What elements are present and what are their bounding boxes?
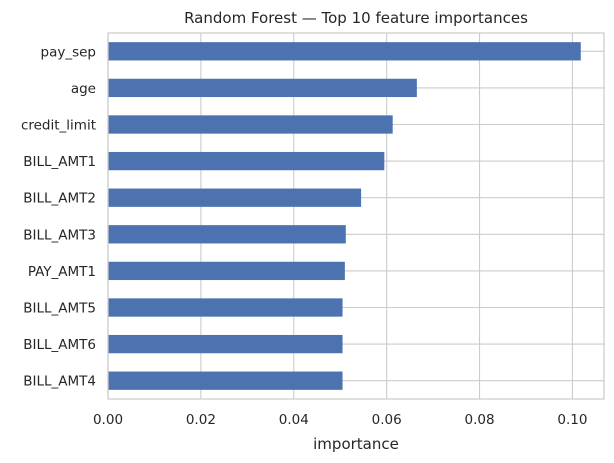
y-tick-label: credit_limit: [21, 118, 96, 134]
y-tick-label: pay_sep: [41, 44, 97, 60]
x-tick-label: 0.04: [279, 412, 309, 428]
chart-title: Random Forest — Top 10 feature importanc…: [184, 9, 528, 27]
bar-bill-amt6: [108, 334, 343, 354]
bar-pay-amt1: [108, 261, 345, 281]
x-tick-label: 0.10: [557, 412, 587, 428]
y-tick-label: BILL_AMT1: [23, 154, 96, 170]
y-tick-label: BILL_AMT2: [23, 191, 96, 207]
x-tick-label: 0.06: [372, 412, 402, 428]
plot-frame: [107, 32, 605, 400]
x-tick-label: 0.00: [93, 412, 123, 428]
y-tick-label: BILL_AMT6: [23, 337, 96, 353]
bars: [108, 42, 581, 390]
bar-bill-amt1: [108, 151, 385, 171]
bar-credit-limit: [108, 115, 393, 134]
y-tick-label: BILL_AMT4: [23, 374, 96, 390]
x-axis-label: importance: [313, 435, 399, 453]
x-tick-label: 0.08: [465, 412, 495, 428]
bar-bill-amt5: [108, 298, 343, 317]
x-tick-label: 0.02: [186, 412, 216, 428]
bar-bill-amt2: [108, 188, 362, 207]
x-tick-labels: 0.00 0.02 0.04 0.06 0.08 0.10: [93, 412, 587, 428]
bar-pay-sep: [108, 42, 581, 61]
bar-age: [108, 78, 417, 98]
bar-bill-amt3: [108, 225, 346, 244]
bar-bill-amt4: [108, 371, 343, 390]
y-tick-label: BILL_AMT3: [23, 227, 96, 243]
y-tick-label: BILL_AMT5: [23, 301, 96, 317]
y-tick-label: PAY_AMT1: [28, 264, 96, 280]
y-tick-label: age: [71, 81, 96, 97]
plot-border: [107, 32, 605, 400]
